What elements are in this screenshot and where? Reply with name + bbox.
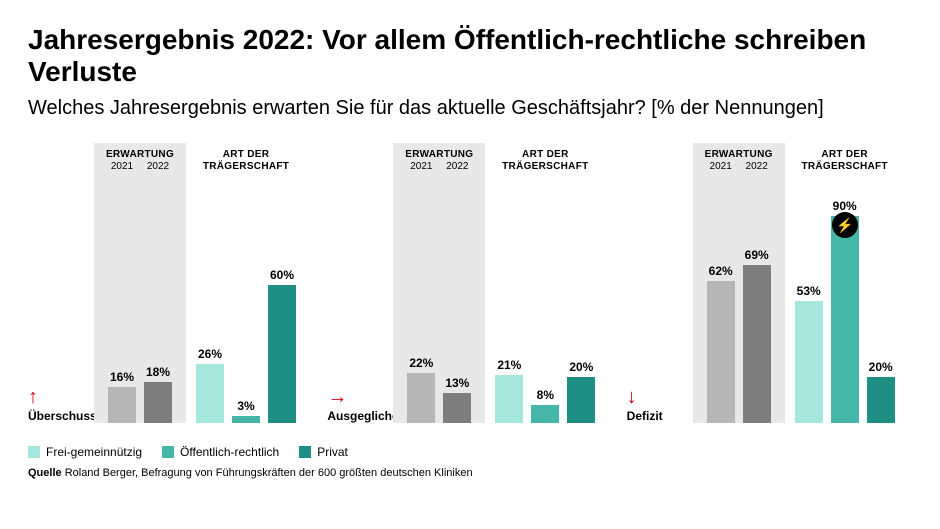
bar: 21% [495, 143, 523, 423]
bar-value-label: 18% [146, 365, 170, 379]
bar-rect [232, 416, 260, 423]
bar-value-label: 16% [110, 370, 134, 384]
bar: 20% [567, 143, 595, 423]
panel-caption: Defizit [627, 409, 663, 423]
bar: 53% [795, 143, 823, 423]
bar-rect [108, 387, 136, 424]
bar-value-label: 60% [270, 268, 294, 282]
group-traegerschaft: ART DER TRÄGERSCHAFT21%8%20% [485, 143, 605, 423]
group-erwartung: ERWARTUNG2021202216%18% [94, 143, 186, 423]
panel-caption: Überschuss [28, 409, 97, 423]
bar: 62% [707, 143, 735, 423]
legend-label: Frei-gemeinnützig [46, 445, 142, 459]
group-traegerschaft: ART DER TRÄGERSCHAFT26%3%60% [186, 143, 306, 423]
trend-arrow-icon: ↓ [627, 387, 637, 407]
bar: 26% [196, 143, 224, 423]
bar-rect [268, 285, 296, 423]
bar-value-label: 20% [569, 360, 593, 374]
panel: →AusgeglichenERWARTUNG2021202222%13%ART … [327, 143, 612, 423]
bar-value-label: 53% [797, 284, 821, 298]
legend-swatch [162, 446, 174, 458]
bar-value-label: 21% [497, 358, 521, 372]
panel-label-column: ↑ Überschuss [28, 387, 94, 423]
bar: 20% [867, 143, 895, 423]
legend-swatch [299, 446, 311, 458]
bar-rect [707, 281, 735, 424]
panel: ↓DefizitERWARTUNG2021202262%69%ART DER T… [627, 143, 912, 423]
group-traegerschaft: ART DER TRÄGERSCHAFT53%90%⚡20% [785, 143, 905, 423]
trend-arrow-icon: → [327, 387, 347, 407]
bar-rect [407, 373, 435, 424]
bar-value-label: 20% [869, 360, 893, 374]
panel-label-column: ↓ Defizit [627, 387, 693, 423]
bar-rect [196, 364, 224, 424]
panel: ↑ÜberschussERWARTUNG2021202216%18%ART DE… [28, 143, 313, 423]
bar-rect [495, 375, 523, 423]
bar: 90%⚡ [831, 143, 859, 423]
legend-item: Öffentlich-rechtlich [162, 445, 279, 459]
legend-label: Öffentlich-rechtlich [180, 445, 279, 459]
group-erwartung: ERWARTUNG2021202262%69% [693, 143, 785, 423]
panel-label-column: →Ausgeglichen [327, 387, 393, 423]
trend-arrow-icon: ↑ [28, 387, 38, 407]
highlight-badge-icon: ⚡ [832, 212, 858, 238]
bar: 8% [531, 143, 559, 423]
legend-item: Frei-gemeinnützig [28, 445, 142, 459]
bar: 3% [232, 143, 260, 423]
bar: 13% [443, 143, 471, 423]
bar-value-label: 3% [237, 399, 254, 413]
bar-value-label: 90% [833, 199, 857, 213]
bar-value-label: 22% [409, 356, 433, 370]
source-line: Quelle Roland Berger, Befragung von Führ… [28, 467, 912, 479]
bar: 18% [144, 143, 172, 423]
bar-rect [743, 265, 771, 424]
bar-value-label: 26% [198, 347, 222, 361]
bar-value-label: 8% [537, 388, 554, 402]
page-subtitle: Welches Jahresergebnis erwarten Sie für … [28, 96, 912, 121]
bar-rect [144, 382, 172, 423]
bar-rect [867, 377, 895, 423]
legend-swatch [28, 446, 40, 458]
bar-rect [831, 216, 859, 423]
page-title: Jahresergebnis 2022: Vor allem Öffentlic… [28, 24, 912, 88]
bar: 22% [407, 143, 435, 423]
bar-rect [443, 393, 471, 423]
group-erwartung: ERWARTUNG2021202222%13% [393, 143, 485, 423]
bar-rect [795, 301, 823, 423]
bar-rect [531, 405, 559, 423]
legend: Frei-gemeinnützig Öffentlich-rechtlich Pri… [28, 445, 912, 459]
legend-label: Privat [317, 445, 348, 459]
bar: 69% [743, 143, 771, 423]
bar-rect [567, 377, 595, 423]
chart-panels: ↑ÜberschussERWARTUNG2021202216%18%ART DE… [28, 143, 912, 423]
source-text: Roland Berger, Befragung von Führungskrä… [65, 467, 473, 479]
legend-item: Privat [299, 445, 348, 459]
source-label: Quelle [28, 467, 62, 479]
bar-value-label: 13% [445, 376, 469, 390]
bar: 60% [268, 143, 296, 423]
bar: 16% [108, 143, 136, 423]
bar-value-label: 62% [709, 264, 733, 278]
bar-value-label: 69% [745, 248, 769, 262]
